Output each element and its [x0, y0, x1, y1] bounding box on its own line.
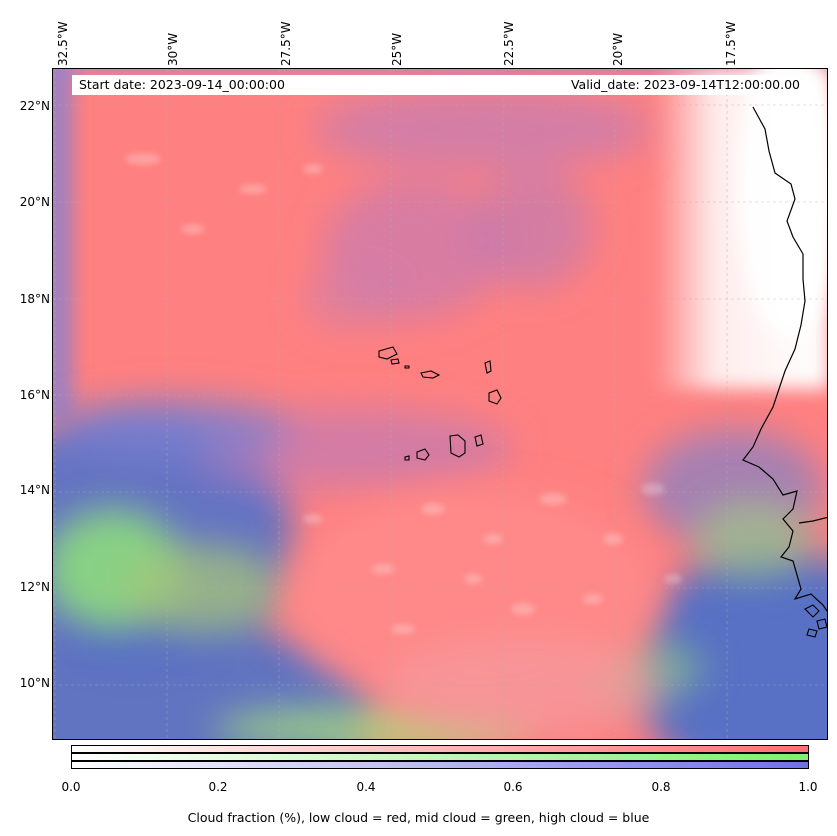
colorbar-label: Cloud fraction (%), low cloud = red, mid…: [187, 810, 650, 825]
lat-label-12n: 12°N: [19, 580, 50, 594]
brava-island: [404, 455, 410, 461]
lat-label-16n: 16°N: [19, 388, 50, 402]
lon-label-17-5w: 17.5°W: [724, 21, 738, 66]
colorbar: [71, 745, 809, 769]
lat-label-14n: 14°N: [19, 483, 50, 497]
sao-vicente-island: [390, 358, 400, 365]
bissagos-islands: [804, 604, 827, 638]
colorbar-tick-5: 1.0: [798, 780, 818, 794]
colorbar-tick-0: 0.0: [61, 780, 81, 794]
lon-label-32-5w: 32.5°W: [56, 21, 70, 66]
colorbar-low-cloud: [71, 745, 809, 753]
colorbar-tick-2: 0.4: [356, 780, 376, 794]
valid-date-label: Valid_date: 2023-09-14T12:00:00.00: [570, 77, 800, 92]
lon-label-27-5w: 27.5°W: [279, 21, 293, 66]
lon-label-20w: 20°W: [611, 32, 625, 66]
african-coastline: [742, 106, 827, 613]
santa-luzia-island: [404, 365, 410, 369]
cape-verde-islands: [378, 346, 502, 461]
lat-label-20n: 20°N: [19, 195, 50, 209]
date-info-bar: Start date: 2023-09-14_00:00:00 Valid_da…: [72, 75, 808, 95]
colorbar-mid-cloud: [71, 753, 809, 761]
maio-island: [474, 434, 484, 447]
lat-label-22n: 22°N: [19, 99, 50, 113]
start-date-label: Start date: 2023-09-14_00:00:00: [79, 77, 285, 92]
lon-label-30w: 30°W: [166, 32, 180, 66]
low-cloud-tongue: [283, 489, 663, 739]
santiago-island: [449, 434, 466, 458]
cloud-texture: [125, 153, 682, 634]
fogo-island: [416, 448, 430, 461]
lat-label-10n: 10°N: [19, 676, 50, 690]
colorbar-tick-4: 0.8: [651, 780, 671, 794]
high-cloud-edge: [53, 69, 827, 419]
cloud-fraction-map: [52, 68, 828, 740]
colorbar-tick-3: 0.6: [503, 780, 523, 794]
sal-island: [484, 360, 492, 374]
colorbar-high-cloud: [71, 761, 809, 769]
santo-antao-island: [378, 346, 398, 360]
lon-label-22-5w: 22.5°W: [502, 21, 516, 66]
lon-label-25w: 25°W: [390, 32, 404, 66]
colorbar-tick-1: 0.2: [208, 780, 228, 794]
boa-vista-island: [488, 389, 502, 405]
graticule: [53, 69, 827, 739]
sao-nicolau-island: [420, 370, 441, 379]
lat-label-18n: 18°N: [19, 292, 50, 306]
